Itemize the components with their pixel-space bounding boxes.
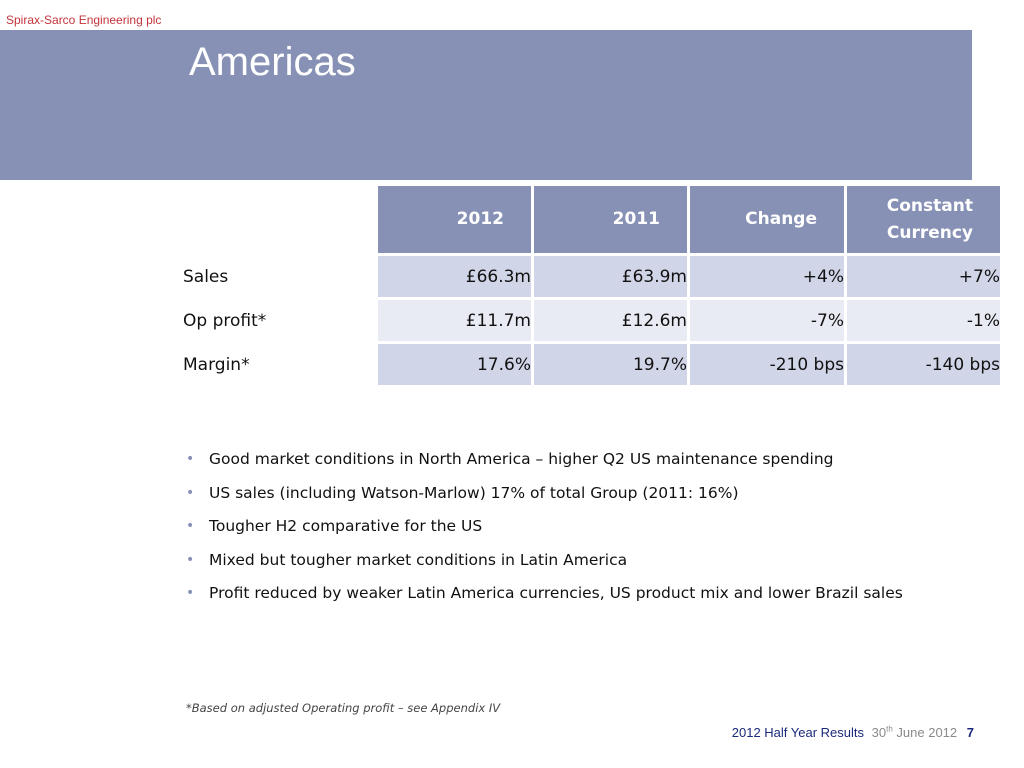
bullet-text: Tougher H2 comparative for the US — [209, 517, 483, 535]
slide-footer: 2012 Half Year Results 30th June 2012 7 — [732, 725, 974, 740]
row-label: Margin* — [183, 354, 250, 375]
slide-title: Americas — [189, 40, 356, 84]
bullet-icon: • — [186, 518, 195, 534]
table-cell: £63.9m — [534, 256, 687, 297]
results-table: 2012 2011 Change Constant Currency Sales… — [180, 183, 1003, 388]
bullet-icon: • — [186, 551, 195, 568]
table-cell: 17.6% — [378, 344, 531, 385]
list-item: • US sales (including Watson-Marlow) 17%… — [186, 480, 903, 514]
table-row-sales: Sales £66.3m £63.9m +4% +7% — [183, 256, 1000, 297]
table-cell: -7% — [690, 300, 844, 341]
bullet-icon: • — [186, 484, 195, 501]
bullet-text: Mixed but tougher market conditions in L… — [209, 550, 628, 569]
bullet-icon: • — [186, 451, 195, 467]
table-cell: +4% — [690, 256, 844, 297]
bullet-list: • Good market conditions in North Americ… — [186, 446, 903, 614]
table-cell: -210 bps — [690, 344, 844, 385]
row-label: Sales — [183, 266, 229, 287]
table-cell: £12.6m — [534, 300, 687, 341]
page-number: 7 — [966, 725, 974, 740]
header-2012: 2012 — [378, 186, 531, 253]
table-cell: +7% — [847, 256, 1000, 297]
bullet-text: Good market conditions in North America … — [209, 450, 834, 468]
footer-date-day: 30 — [871, 725, 887, 740]
table-cell: -1% — [847, 300, 1000, 341]
list-item: • Mixed but tougher market conditions in… — [186, 547, 903, 581]
footer-report-name: 2012 Half Year Results — [731, 725, 865, 740]
table-header-row: 2012 2011 Change Constant Currency — [183, 186, 1000, 253]
company-name: Spirax-Sarco Engineering plc — [6, 13, 162, 27]
header-blank-cell — [183, 186, 375, 253]
header-2011: 2011 — [534, 186, 687, 253]
list-item: • Profit reduced by weaker Latin America… — [186, 580, 903, 614]
footer-date-suffix: th — [886, 724, 893, 734]
title-band — [0, 30, 972, 180]
bullet-text: Profit reduced by weaker Latin America c… — [209, 584, 903, 602]
table-cell: -140 bps — [847, 344, 1000, 385]
table-cell: £66.3m — [378, 256, 531, 297]
bullet-text: US sales (including Watson-Marlow) 17% o… — [209, 483, 739, 502]
footer-date-rest: June 2012 — [892, 725, 958, 740]
header-change: Change — [690, 186, 844, 253]
header-constant-currency: Constant Currency — [847, 186, 1000, 253]
table-row-op-profit: Op profit* £11.7m £12.6m -7% -1% — [183, 300, 1000, 341]
table-cell: £11.7m — [378, 300, 531, 341]
row-label: Op profit* — [183, 310, 267, 331]
list-item: • Good market conditions in North Americ… — [186, 446, 903, 480]
table-row-margin: Margin* 17.6% 19.7% -210 bps -140 bps — [183, 344, 1000, 385]
footnote: *Based on adjusted Operating profit – se… — [186, 701, 501, 715]
bullet-icon: • — [186, 585, 195, 601]
table-cell: 19.7% — [534, 344, 687, 385]
list-item: • Tougher H2 comparative for the US — [186, 513, 903, 547]
footer-date: 30th June 2012 — [872, 725, 957, 740]
